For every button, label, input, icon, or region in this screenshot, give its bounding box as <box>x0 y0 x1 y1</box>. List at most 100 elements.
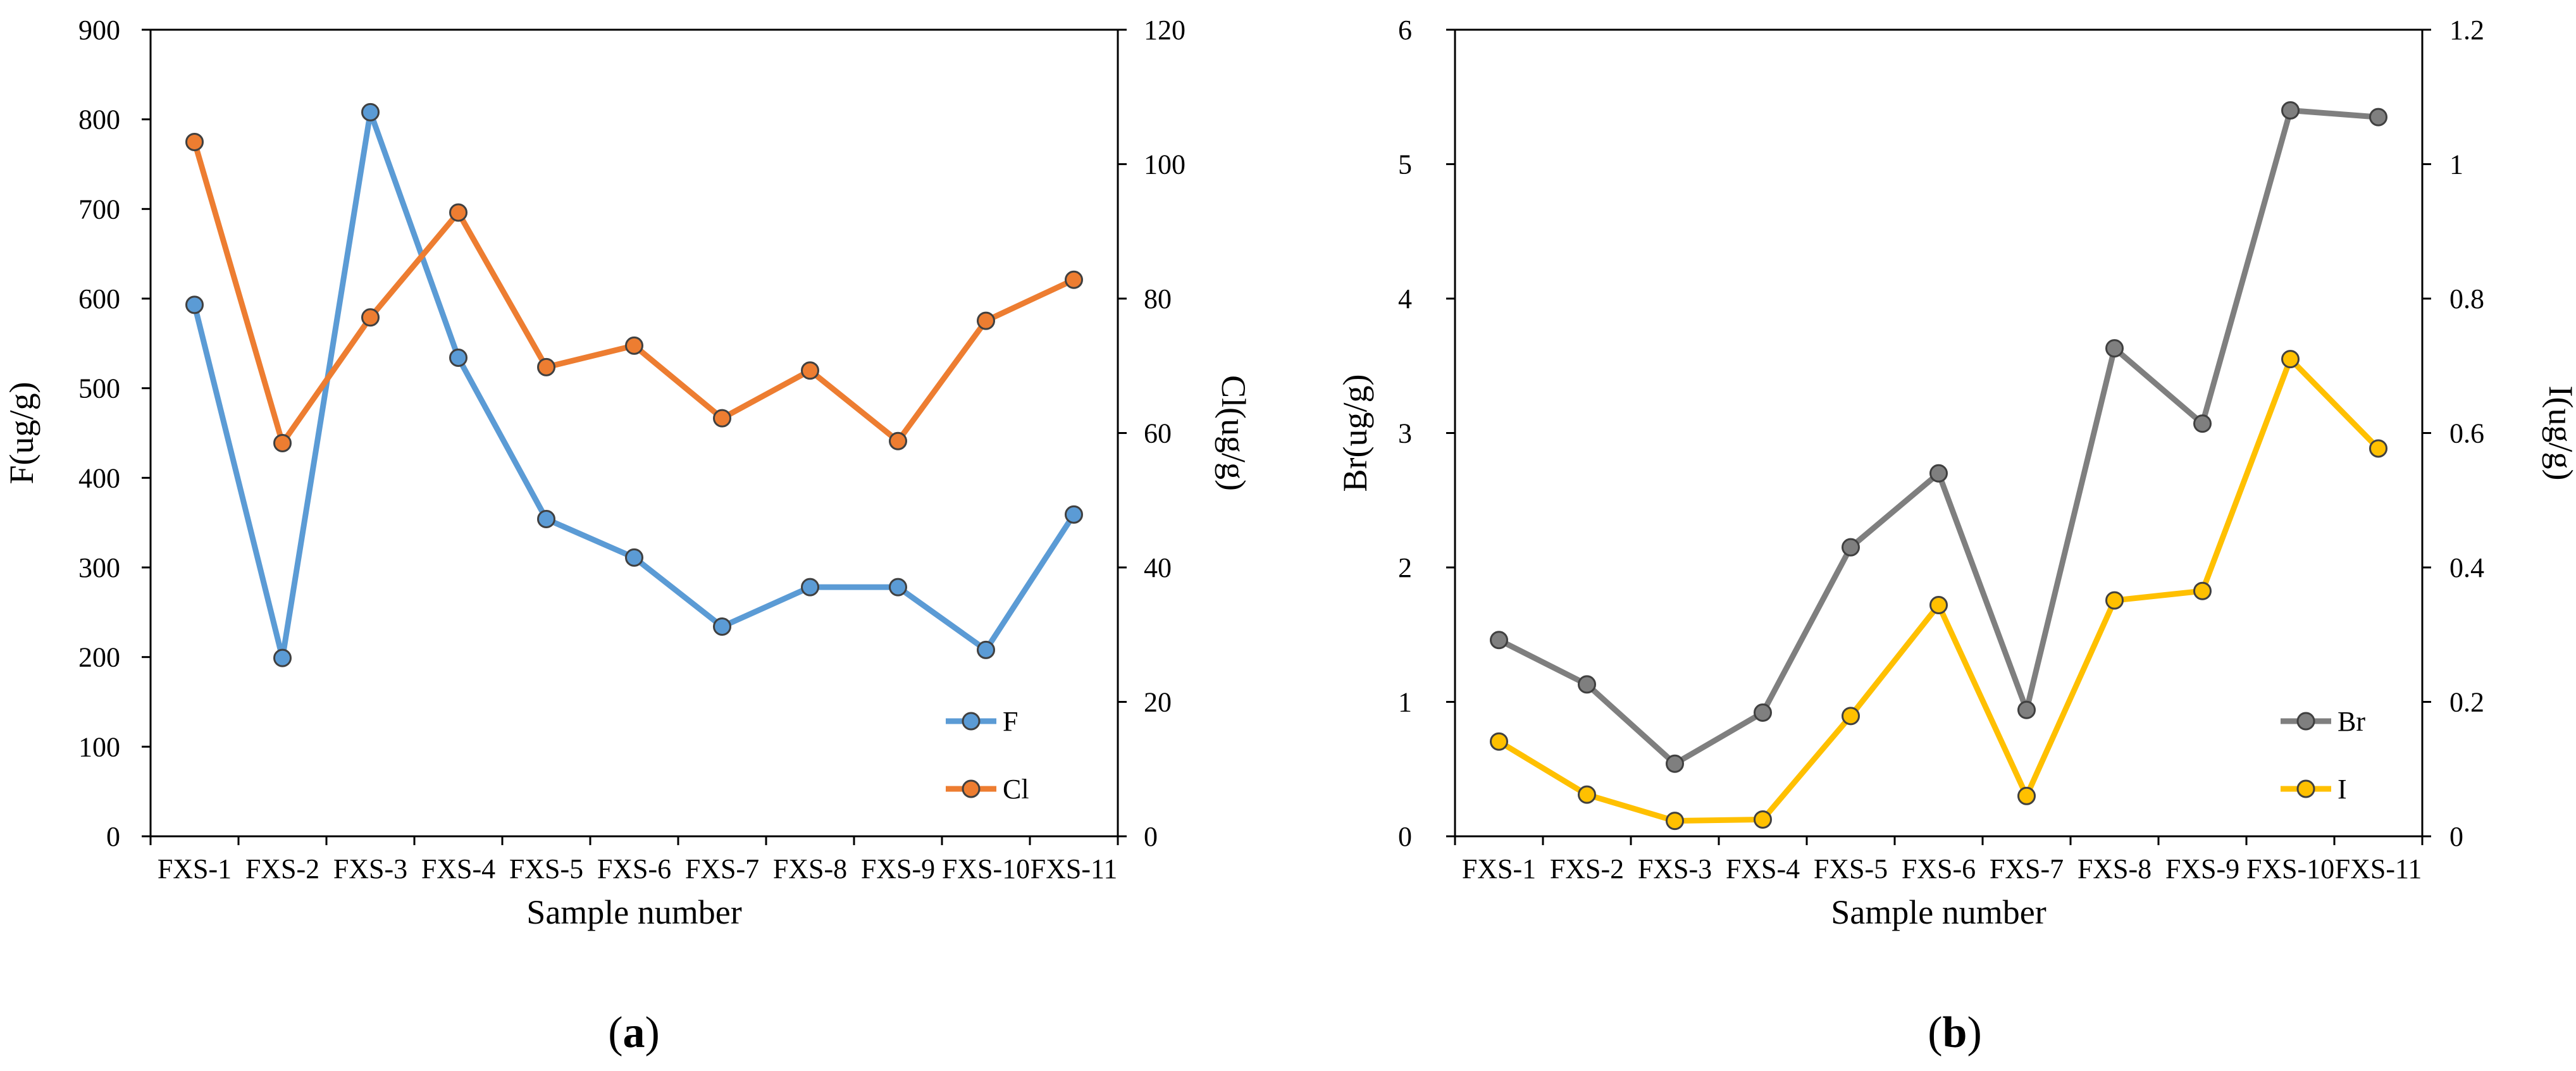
x-axis-label: Sample number <box>526 893 741 931</box>
panel-label-open: ( <box>608 1008 622 1057</box>
left-tick-label: 600 <box>78 283 120 314</box>
x-tick-label: FXS-8 <box>2078 853 2152 884</box>
left-tick-label: 100 <box>78 731 120 762</box>
right-tick-label: 20 <box>1144 687 1172 718</box>
x-tick-label: FXS-7 <box>685 853 759 884</box>
data-point-Br <box>1754 703 1772 722</box>
right-tick-label: 1.2 <box>2449 15 2484 46</box>
right-tick-label: 80 <box>1144 283 1172 314</box>
data-point-F <box>713 617 731 636</box>
x-tick-label: FXS-9 <box>2165 853 2239 884</box>
right-tick-label: 60 <box>1144 418 1172 449</box>
left-tick-label: 1 <box>1398 687 1412 718</box>
x-tick-label: FXS-4 <box>421 853 495 884</box>
right-tick-label: 0.2 <box>2449 687 2484 718</box>
chart-panel-a: 0 100 200 300 400 500 600 700 800 900 0 20 40 60 80 100… <box>3 15 1253 1057</box>
data-point-I <box>2369 439 2387 458</box>
left-tick-label: 3 <box>1398 418 1412 449</box>
data-point-I <box>2105 591 2124 610</box>
data-point-I <box>1490 732 1508 751</box>
right-tick-label: 0 <box>2449 821 2463 852</box>
x-tick-label: FXS-1 <box>158 853 232 884</box>
right-tick-label: 0.8 <box>2449 283 2484 314</box>
x-tick-label: FXS-6 <box>597 853 671 884</box>
data-point-Br <box>2193 414 2212 433</box>
data-point-Cl <box>977 311 995 330</box>
data-point-Cl <box>625 336 643 355</box>
left-tick-label: 2 <box>1398 552 1412 583</box>
x-tick-label: FXS-1 <box>1462 853 1536 884</box>
x-tick-label: FXS-10 <box>942 853 1030 884</box>
x-tick-label: FXS-2 <box>245 853 319 884</box>
series-line-Br <box>1496 108 2381 767</box>
left-tick-label: 800 <box>78 104 120 135</box>
x-tick-label: FXS-7 <box>1990 853 2064 884</box>
panel-label-letter: b <box>1943 1008 1967 1057</box>
data-point-Cl <box>273 433 292 452</box>
y-axis-label-left: F(ug/g) <box>3 382 40 485</box>
x-tick-label: FXS-4 <box>1726 853 1800 884</box>
legend-marker-I <box>2296 779 2315 798</box>
left-tick-label: 0 <box>106 821 120 852</box>
x-tick-label: FXS-11 <box>1031 853 1118 884</box>
data-point-I <box>1754 810 1772 829</box>
panel-label-letter: a <box>623 1008 645 1057</box>
legend-marker-Br <box>2296 712 2315 731</box>
right-tick-label: 120 <box>1144 15 1186 46</box>
left-tick-label: 500 <box>78 373 120 404</box>
right-tick-label: 100 <box>1144 149 1186 180</box>
x-tick-label: FXS-2 <box>1550 853 1624 884</box>
legend-marker-F <box>962 712 981 731</box>
data-point-F <box>537 510 555 528</box>
data-point-Cl <box>889 431 907 450</box>
legend-label-I: I <box>2338 774 2347 805</box>
y-axis-label-left: Br(ug/g) <box>1336 375 1374 492</box>
y-axis-label-right: Cl(ug/g) <box>1215 375 1253 491</box>
data-point-Br <box>1929 464 1948 483</box>
left-tick-label: 900 <box>78 15 120 46</box>
data-point-F <box>273 648 292 667</box>
data-point-F <box>1065 505 1083 524</box>
right-tick-label: 0.4 <box>2449 552 2484 583</box>
data-point-Cl <box>361 308 380 327</box>
right-tick-label: 0.6 <box>2449 418 2484 449</box>
right-tick-label: 40 <box>1144 552 1172 583</box>
left-tick-label: 5 <box>1398 149 1412 180</box>
legend-label-F: F <box>1003 706 1018 737</box>
data-point-I <box>1666 812 1684 831</box>
y-axis-label-right: I(ug/g) <box>2542 386 2576 481</box>
panel-label: (b) <box>1928 1008 1982 1057</box>
data-point-Cl <box>801 361 819 380</box>
x-tick-label: FXS-10 <box>2246 853 2334 884</box>
legend-marker-Cl <box>962 779 981 798</box>
data-point-Br <box>2105 339 2124 358</box>
left-tick-label: 300 <box>78 552 120 583</box>
data-point-Br <box>1842 538 1860 557</box>
data-point-I <box>2193 581 2212 600</box>
right-tick-label: 1 <box>2449 149 2463 180</box>
x-tick-label: FXS-5 <box>509 853 583 884</box>
data-point-I <box>2017 786 2036 805</box>
panel-label-close: ) <box>645 1008 660 1057</box>
legend-label-Cl: Cl <box>1003 774 1029 805</box>
data-point-Br <box>2281 101 2300 120</box>
x-tick-label: FXS-5 <box>1814 853 1888 884</box>
data-point-F <box>801 578 819 597</box>
data-point-F <box>625 548 643 567</box>
left-tick-label: 6 <box>1398 15 1412 46</box>
x-tick-label: FXS-11 <box>2335 853 2422 884</box>
data-point-I <box>1578 785 1596 804</box>
data-point-Br <box>1490 631 1508 650</box>
left-tick-label: 200 <box>78 642 120 673</box>
data-point-Cl <box>449 203 468 222</box>
data-point-Br <box>1578 675 1596 694</box>
x-tick-label: FXS-3 <box>1638 853 1712 884</box>
panel-label: (a) <box>608 1008 660 1057</box>
data-point-I <box>1929 596 1948 614</box>
data-point-Br <box>2017 700 2036 719</box>
data-point-F <box>449 349 468 367</box>
panel-label-close: ) <box>1967 1008 1981 1057</box>
legend-label-Br: Br <box>2338 706 2365 737</box>
data-point-Br <box>1666 754 1684 773</box>
